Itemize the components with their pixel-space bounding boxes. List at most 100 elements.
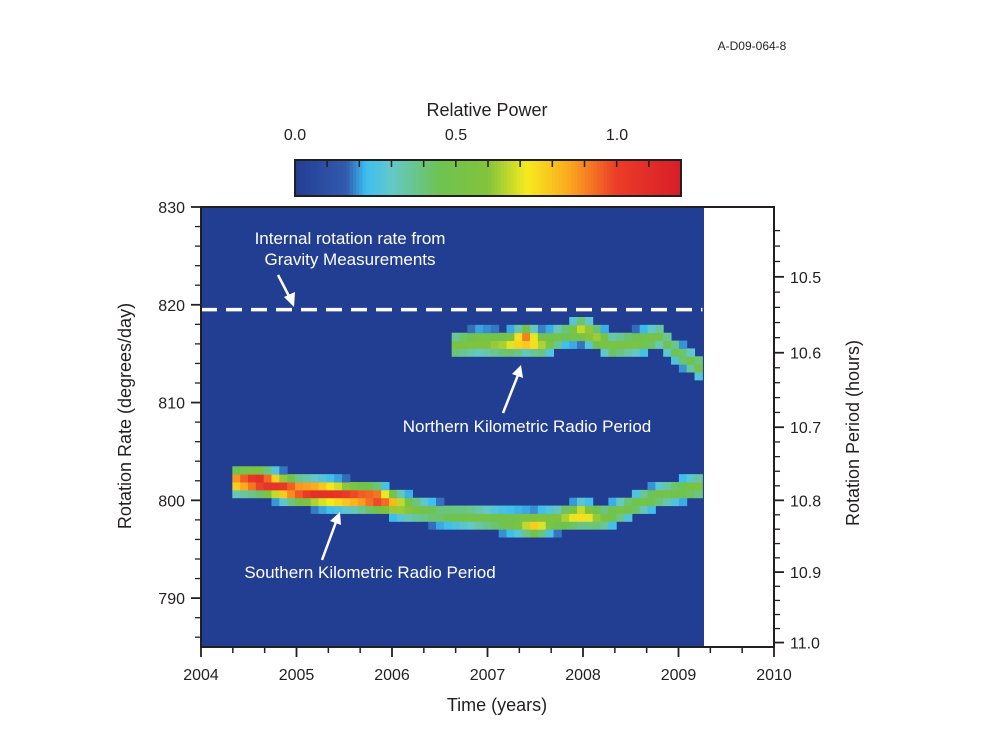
heatmap-cell xyxy=(420,513,429,522)
colorbar-cell xyxy=(671,160,676,196)
heatmap-cell xyxy=(342,474,351,483)
y2-tick-label: 10.8 xyxy=(790,493,821,510)
colorbar-cell xyxy=(391,160,396,196)
heatmap-cell xyxy=(647,482,656,491)
heatmap-cell xyxy=(600,324,609,334)
heatmap-cell xyxy=(389,505,398,514)
heatmap-cell xyxy=(655,324,664,334)
colorbar-cell xyxy=(677,160,682,196)
heatmap-cell xyxy=(639,348,649,357)
heatmap-cell xyxy=(334,489,343,499)
colorbar-cell xyxy=(494,160,499,196)
heatmap-cell xyxy=(686,482,696,491)
colorbar-cell xyxy=(523,160,528,196)
heatmap-cell xyxy=(506,513,515,522)
colorbar-cell xyxy=(542,160,547,196)
heatmap-cell xyxy=(310,505,320,514)
heatmap-cell xyxy=(263,482,273,491)
heatmap-cell xyxy=(271,497,280,507)
heatmap-cell xyxy=(537,348,547,357)
heatmap-cell xyxy=(584,324,594,334)
colorbar-cell xyxy=(619,160,624,196)
heatmap-cell xyxy=(483,324,492,334)
colorbar-cell xyxy=(397,160,402,196)
heatmap-cell xyxy=(287,482,296,491)
heatmap-cell xyxy=(326,497,335,507)
heatmap-cell xyxy=(577,332,586,342)
heatmap-cell xyxy=(255,482,265,491)
heatmap-cell xyxy=(655,489,664,499)
heatmap-cell xyxy=(514,529,523,538)
heatmap-cell xyxy=(506,521,515,530)
heatmap-cell xyxy=(436,505,445,514)
heatmap-cell xyxy=(584,513,594,522)
colorbar-cell xyxy=(401,160,405,196)
heatmap-cell xyxy=(263,474,273,483)
x-tick-label: 2004 xyxy=(183,667,219,684)
colorbar-cell xyxy=(568,160,573,196)
colorbar-cell xyxy=(314,160,319,196)
colorbar-cell xyxy=(610,160,615,196)
colorbar-cell xyxy=(533,160,537,196)
heatmap-cell xyxy=(404,513,414,522)
heatmap-cell xyxy=(624,497,633,507)
heatmap-cell xyxy=(545,324,555,334)
heatmap-cell xyxy=(616,505,625,514)
heatmap-cell xyxy=(600,505,609,514)
colorbar-cell xyxy=(481,160,486,196)
heatmap-cell xyxy=(553,332,562,342)
heatmap-cell xyxy=(295,489,304,499)
heatmap-cell xyxy=(584,332,594,342)
colorbar-cell xyxy=(385,160,389,196)
heatmap-cell xyxy=(443,505,453,514)
y2-axis-title: Rotation Period (hours) xyxy=(843,340,863,526)
colorbar-cell xyxy=(340,160,344,196)
colorbar-cell xyxy=(510,160,515,196)
northern-arrow xyxy=(501,365,523,414)
x-tick-label: 2007 xyxy=(470,667,506,684)
y2-tick-label: 10.7 xyxy=(790,420,821,437)
colorbar-title: Relative Power xyxy=(426,100,547,120)
heatmap-cell xyxy=(678,497,688,507)
heatmap-cell xyxy=(295,482,304,491)
heatmap-cell xyxy=(655,340,664,349)
heatmap-cell xyxy=(255,474,265,483)
heatmap-cell xyxy=(428,513,437,522)
heatmap-cell xyxy=(592,513,602,522)
heatmap-cell xyxy=(436,513,445,522)
colorbar-cell xyxy=(571,160,576,196)
heatmap-cell xyxy=(506,348,515,357)
heatmap-cell xyxy=(263,466,273,475)
heatmap-cell xyxy=(420,497,429,507)
heatmap-cell xyxy=(671,356,680,365)
heatmap-cell xyxy=(553,513,562,522)
heatmap-cell xyxy=(412,513,421,522)
colorbar-cell xyxy=(442,160,447,196)
heatmap-cell xyxy=(381,497,390,507)
heatmap-cell xyxy=(624,340,633,349)
heatmap-cell xyxy=(577,497,586,507)
heatmap-cell xyxy=(302,474,312,483)
heatmap-cell xyxy=(248,489,257,499)
colorbar-cell xyxy=(584,160,589,196)
heatmap-cell xyxy=(624,348,633,357)
heatmap-cell xyxy=(561,513,570,522)
colorbar-cell xyxy=(529,160,534,196)
heatmap-cell xyxy=(302,489,312,499)
heatmap-cell xyxy=(639,505,649,514)
reference-line-label-1: Internal rotation rate from xyxy=(255,229,446,248)
heatmap-cell xyxy=(584,521,594,530)
colorbar-cell xyxy=(587,160,592,196)
heatmap-cell xyxy=(522,505,531,514)
heatmap-cell xyxy=(561,505,570,514)
heatmap-cell xyxy=(349,505,359,514)
colorbar-cell xyxy=(372,160,377,196)
y-tick-label: 810 xyxy=(158,396,185,413)
heatmap-cell xyxy=(475,332,484,342)
heatmap-cell xyxy=(694,489,703,499)
colorbar-frame xyxy=(294,159,682,197)
heatmap-cell xyxy=(342,482,351,491)
heatmap-cell xyxy=(631,505,641,514)
y-axis-title: Rotation Rate (degrees/day) xyxy=(115,303,135,529)
heatmap-cell xyxy=(498,513,508,522)
